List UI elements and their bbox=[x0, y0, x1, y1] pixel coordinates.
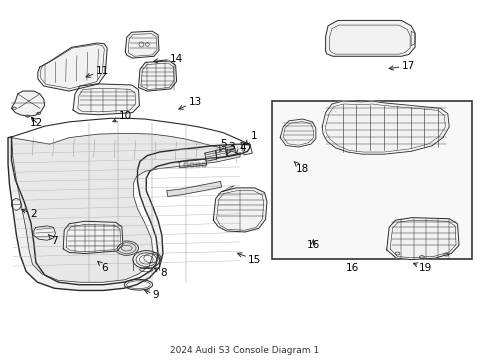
Text: 17: 17 bbox=[389, 61, 415, 71]
Polygon shape bbox=[34, 226, 55, 240]
Polygon shape bbox=[167, 181, 221, 197]
Polygon shape bbox=[280, 119, 316, 147]
Polygon shape bbox=[205, 150, 217, 161]
Text: 11: 11 bbox=[86, 66, 109, 77]
Text: 4: 4 bbox=[236, 143, 246, 154]
Text: 2: 2 bbox=[22, 209, 37, 219]
Ellipse shape bbox=[115, 241, 139, 255]
Text: 3: 3 bbox=[227, 141, 235, 154]
Bar bbox=[190, 163, 194, 167]
Text: 16: 16 bbox=[346, 263, 359, 273]
Text: 2024 Audi S3 Console Diagram 1: 2024 Audi S3 Console Diagram 1 bbox=[171, 346, 319, 355]
Polygon shape bbox=[139, 61, 176, 91]
Polygon shape bbox=[216, 148, 226, 158]
Polygon shape bbox=[38, 43, 107, 91]
Text: 13: 13 bbox=[179, 97, 202, 109]
Bar bbox=[196, 163, 200, 167]
Ellipse shape bbox=[142, 252, 161, 265]
Polygon shape bbox=[241, 142, 252, 155]
Text: 9: 9 bbox=[145, 290, 159, 301]
Text: 6: 6 bbox=[98, 261, 108, 273]
Ellipse shape bbox=[11, 199, 21, 210]
Text: 18: 18 bbox=[294, 161, 309, 174]
Text: 12: 12 bbox=[30, 117, 43, 128]
Bar bbox=[184, 163, 188, 167]
Polygon shape bbox=[8, 137, 250, 291]
Text: 15: 15 bbox=[238, 253, 261, 265]
Text: 8: 8 bbox=[154, 268, 167, 278]
Ellipse shape bbox=[133, 251, 160, 269]
Text: 16: 16 bbox=[307, 239, 320, 249]
Polygon shape bbox=[73, 84, 140, 115]
Ellipse shape bbox=[124, 279, 153, 290]
Bar bbox=[202, 163, 206, 167]
Text: 19: 19 bbox=[414, 263, 432, 273]
Polygon shape bbox=[125, 31, 159, 58]
Polygon shape bbox=[179, 159, 207, 168]
Polygon shape bbox=[225, 146, 236, 156]
Polygon shape bbox=[11, 134, 240, 282]
Polygon shape bbox=[63, 221, 123, 253]
Polygon shape bbox=[387, 218, 459, 260]
Text: 7: 7 bbox=[49, 234, 58, 246]
Polygon shape bbox=[11, 91, 45, 116]
Text: 5: 5 bbox=[220, 139, 226, 152]
Polygon shape bbox=[322, 101, 449, 154]
Bar bbox=[272, 101, 472, 259]
Polygon shape bbox=[326, 21, 415, 56]
Text: 10: 10 bbox=[113, 111, 132, 122]
Text: 1: 1 bbox=[245, 131, 257, 144]
Text: 14: 14 bbox=[154, 54, 183, 64]
Polygon shape bbox=[213, 188, 267, 232]
